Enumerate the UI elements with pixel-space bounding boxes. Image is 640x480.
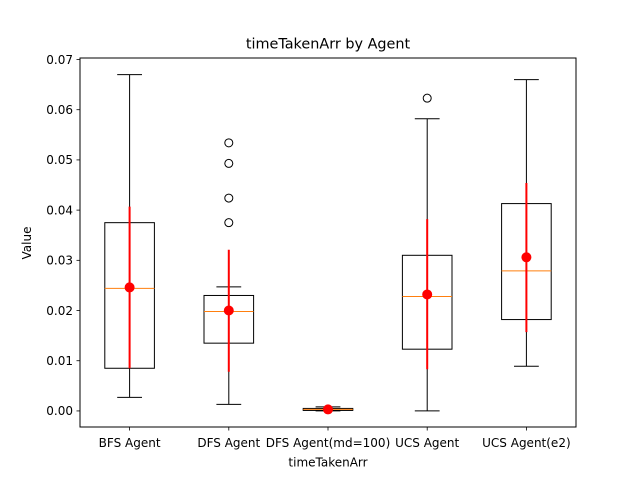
mean-point — [223, 305, 234, 316]
y-tick-label: 0.02 — [46, 304, 73, 318]
y-axis-label: Value — [20, 227, 34, 260]
box-group — [203, 138, 255, 405]
outlier-point — [224, 193, 234, 203]
outlier-point — [224, 138, 234, 148]
box-group — [401, 93, 453, 412]
x-axis-label: timeTakenArr — [288, 456, 367, 470]
mean-point — [521, 252, 532, 263]
box-group — [104, 74, 155, 398]
outlier-point — [224, 158, 234, 168]
x-tick-label: DFS Agent(md=100) — [266, 436, 391, 450]
x-tick-label: DFS Agent — [197, 436, 260, 450]
y-tick-label: 0.07 — [46, 53, 73, 67]
x-tick-label: UCS Agent(e2) — [482, 436, 571, 450]
box-group — [501, 79, 552, 367]
box-group — [302, 404, 354, 415]
x-tick-label: BFS Agent — [99, 436, 161, 450]
outlier-point — [224, 218, 234, 228]
mean-point — [124, 282, 135, 293]
mean-point — [323, 404, 333, 415]
x-tick-label: UCS Agent — [395, 436, 459, 450]
outlier-point — [422, 93, 432, 103]
plot-frame — [79, 57, 577, 428]
y-tick-label: 0.06 — [46, 103, 73, 117]
plot-area: 0.00 0.01 0.02 0.03 0.04 0.05 0.06 0.07 BFS Agen… — [46, 53, 570, 450]
y-tick-label: 0.03 — [46, 254, 73, 268]
y-tick-label: 0.01 — [46, 354, 73, 368]
mean-point — [422, 289, 433, 300]
chart-title: timeTakenArr by Agent — [246, 37, 411, 53]
y-tick-label: 0.05 — [46, 153, 73, 167]
y-tick-label: 0.04 — [46, 203, 73, 217]
y-tick-label: 0.00 — [46, 404, 73, 418]
